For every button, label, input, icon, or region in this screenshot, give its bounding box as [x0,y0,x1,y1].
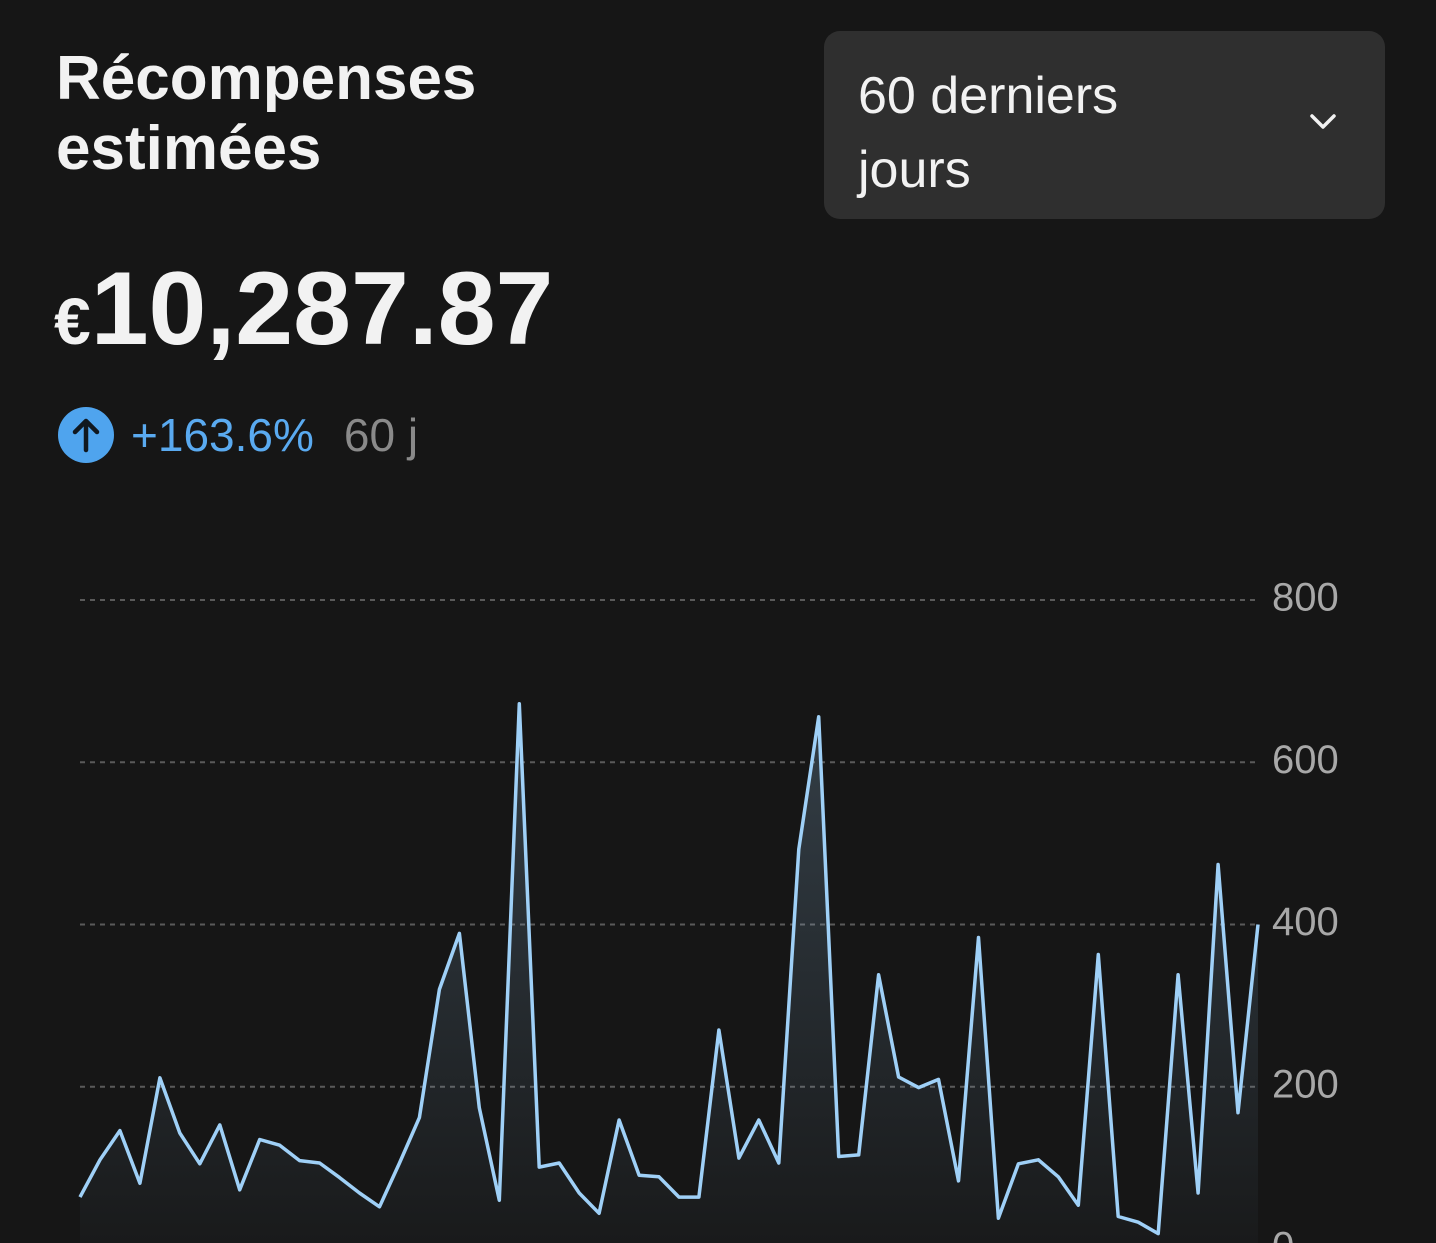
y-tick-label: 400 [1272,900,1339,944]
period-selector[interactable]: 60 derniers jours [824,31,1385,219]
change-percent: +163.6% [131,409,314,461]
change-row: +163.6% 60 j [57,405,418,465]
amount: €10,287.87 [54,250,553,369]
y-tick-label: 0 [1272,1225,1294,1243]
chevron-icon [1310,114,1336,129]
up-icon [58,407,114,463]
period-label: 60 derniers jours [858,67,1119,199]
title: Récompenses estimées [56,44,477,183]
line [78,702,1260,1236]
y-tick-label: 200 [1272,1062,1339,1106]
y-tick-label: 600 [1272,738,1339,782]
change-period: 60 j [343,409,419,461]
amount-value: 10,287.87 [90,251,554,367]
y-tick-label: 800 [1272,576,1339,620]
currency: € [54,284,91,358]
area [80,703,1258,1243]
